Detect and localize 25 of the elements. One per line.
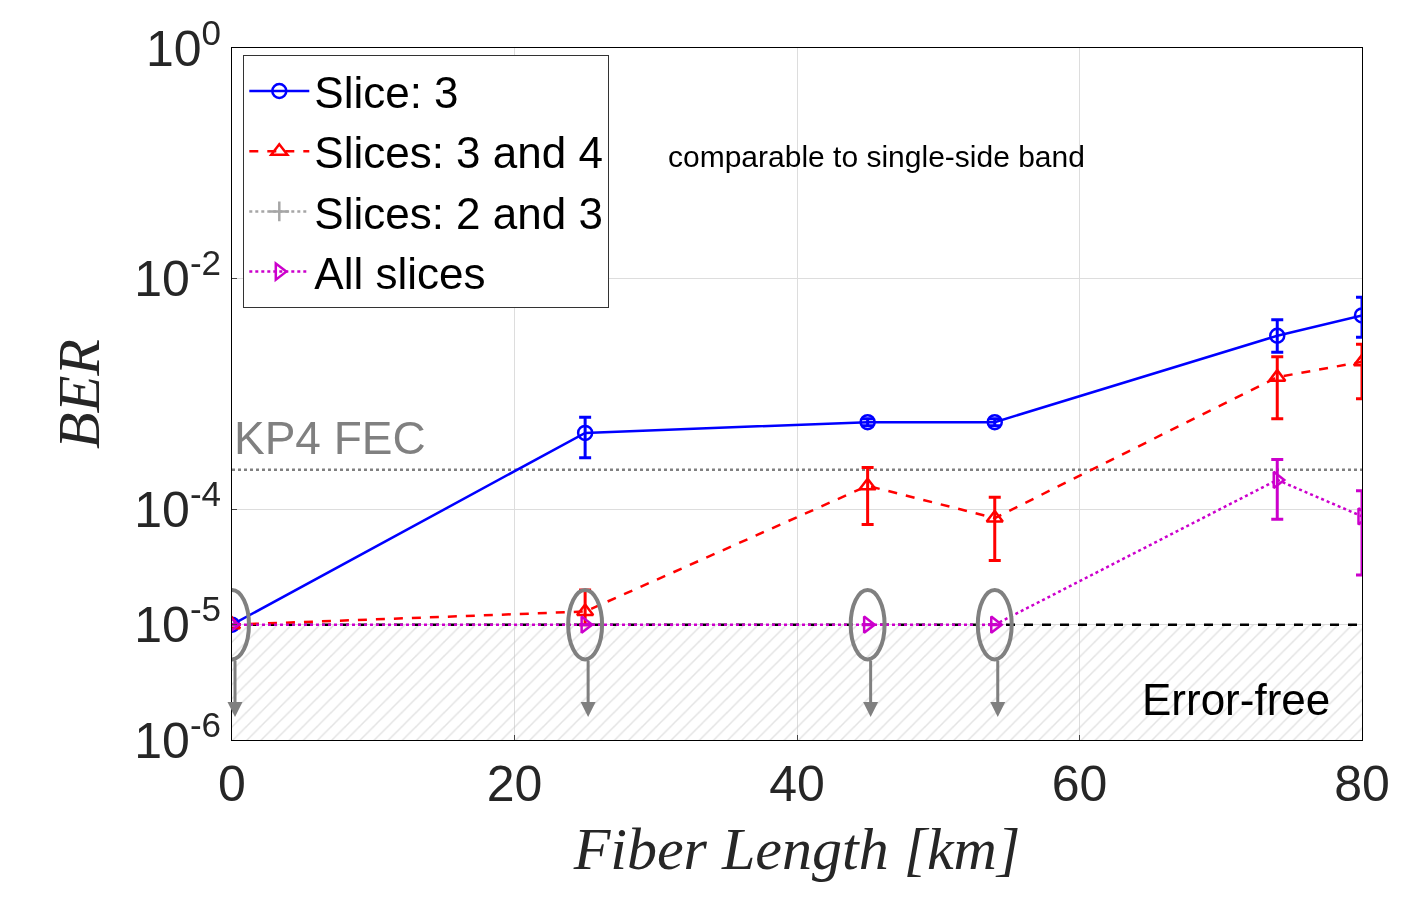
point	[858, 477, 877, 491]
y-tick-label: 10$^{-4}$	[134, 473, 221, 538]
x-axis-title: Fiber Length [km]	[572, 815, 1021, 882]
legend-label: Slices: 3 and 4	[314, 128, 603, 178]
x-tick-label: 40	[769, 756, 825, 812]
point	[1267, 368, 1287, 382]
point	[985, 509, 1005, 523]
x-tick-label: 60	[1051, 756, 1108, 812]
y-tick-label: 10$^{-5}$	[134, 589, 221, 654]
ref-line-label: KP4 FEC	[234, 412, 426, 464]
x-tick-label: 0	[218, 756, 246, 812]
point	[859, 413, 876, 431]
legend-label: Slices: 2 and 3	[314, 188, 603, 238]
legend-label: Slice: 3	[314, 68, 459, 118]
x-tick-label: 80	[1334, 756, 1390, 812]
y-tick-label: 10$^{-2}$	[134, 243, 221, 308]
legend-label: All slices	[314, 248, 486, 298]
point	[1269, 327, 1286, 344]
y-axis-title: BER	[45, 339, 112, 449]
band-label: Error-free	[1142, 675, 1331, 724]
x-tick-label: 20	[486, 756, 543, 812]
y-tick-label: 10$^{0}$	[145, 12, 221, 77]
point	[986, 413, 1003, 431]
annotation: comparable to single-side band	[668, 140, 1085, 173]
y-tick-label: 10$^{-6}$	[134, 704, 221, 769]
